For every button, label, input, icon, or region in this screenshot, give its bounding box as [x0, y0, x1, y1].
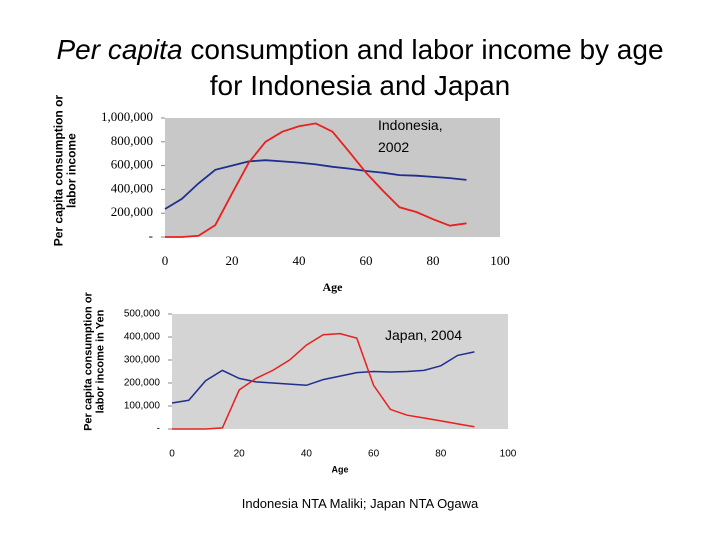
y-axis-label: Per capita consumption or labor income i… — [82, 292, 106, 431]
data-line — [171, 351, 475, 404]
slide-title: Per capita consumption and labor income … — [40, 32, 680, 104]
x-tick-label: 20 — [234, 449, 246, 460]
data-line — [165, 122, 467, 238]
title-text: consumption and labor income by age for … — [190, 34, 664, 101]
x-tick-label: 60 — [368, 449, 380, 460]
y-tick-label: 400,000 — [111, 180, 153, 195]
y-tick-label: 200,000 — [124, 378, 161, 389]
data-line — [172, 332, 475, 430]
x-tick-label: 0 — [169, 449, 175, 460]
x-tick-label: 0 — [162, 253, 169, 268]
x-axis-label: Age — [323, 280, 344, 294]
y-tick-label: 300,000 — [124, 355, 161, 366]
annotation: Japan, 2004 — [385, 327, 462, 343]
y-tick-label: 400,000 — [124, 332, 161, 343]
y-tick-label: 100,000 — [124, 401, 161, 412]
y-tick-label: - — [157, 424, 160, 435]
x-tick-label: 80 — [435, 449, 447, 460]
y-axis-label: Per capita consumption or labor income — [51, 94, 78, 247]
y-tick-label: 500,000 — [124, 309, 161, 320]
x-tick-label: 100 — [490, 253, 510, 268]
title-emphasis: Per capita — [56, 34, 183, 65]
x-tick-label: 40 — [301, 449, 313, 460]
x-tick-label: 20 — [226, 253, 239, 268]
data-line — [164, 159, 467, 210]
x-tick-label: 60 — [360, 253, 373, 268]
x-tick-label: 40 — [293, 253, 306, 268]
y-tick-label: 600,000 — [111, 157, 153, 172]
source-note: Indonesia NTA Maliki; Japan NTA Ogawa — [241, 496, 479, 511]
x-tick-label: 100 — [500, 449, 517, 460]
y-tick-label: - — [149, 228, 153, 243]
x-tick-label: 80 — [427, 253, 440, 268]
annotation: Indonesia, 2002 — [378, 117, 443, 155]
y-tick-label: 200,000 — [111, 204, 153, 219]
y-tick-label: 800,000 — [111, 133, 153, 148]
x-axis-label: Age — [331, 464, 348, 474]
y-tick-label: 1,000,000 — [101, 109, 153, 124]
